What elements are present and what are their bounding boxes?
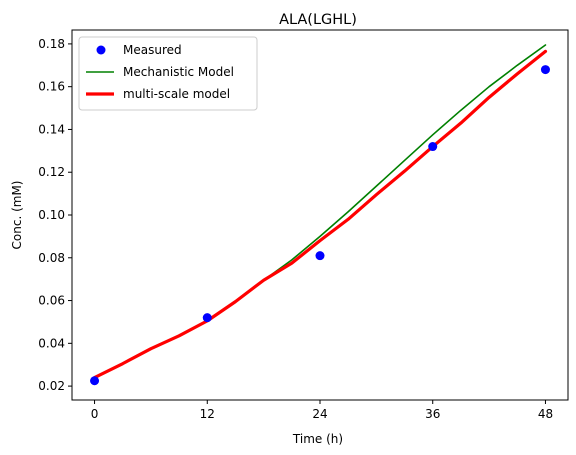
y-tick-label: 0.08: [38, 251, 65, 265]
x-tick-label: 12: [200, 407, 215, 421]
y-tick-label: 0.02: [38, 379, 65, 393]
x-axis-label: Time (h): [292, 432, 343, 446]
measured-point: [90, 376, 100, 386]
measured-point: [540, 65, 550, 75]
x-tick-label: 0: [91, 407, 99, 421]
x-tick-label: 48: [538, 407, 553, 421]
y-axis-label: Conc. (mM): [10, 181, 24, 250]
chart-title: ALA(LGHL): [279, 12, 357, 28]
x-tick-label: 24: [312, 407, 327, 421]
y-tick-label: 0.16: [38, 80, 65, 94]
y-tick-label: 0.14: [38, 122, 65, 136]
x-tick-label: 36: [425, 407, 440, 421]
y-tick-label: 0.06: [38, 294, 65, 308]
measured-point: [428, 142, 438, 152]
y-tick-label: 0.04: [38, 336, 65, 350]
y-tick-label: 0.12: [38, 165, 65, 179]
legend-label: Measured: [123, 43, 182, 57]
measured-point: [202, 313, 212, 323]
legend-label: multi-scale model: [123, 87, 230, 101]
legend-label: Mechanistic Model: [123, 65, 234, 79]
y-tick-label: 0.18: [38, 37, 65, 51]
measured-point: [315, 251, 325, 261]
legend-marker: [96, 45, 106, 55]
legend: Measured Mechanistic Model multi-scale mod…: [78, 36, 258, 111]
y-tick-label: 0.10: [38, 208, 65, 222]
legend-box: [78, 36, 258, 111]
series-line-multi-scale-model: [92, 49, 548, 380]
